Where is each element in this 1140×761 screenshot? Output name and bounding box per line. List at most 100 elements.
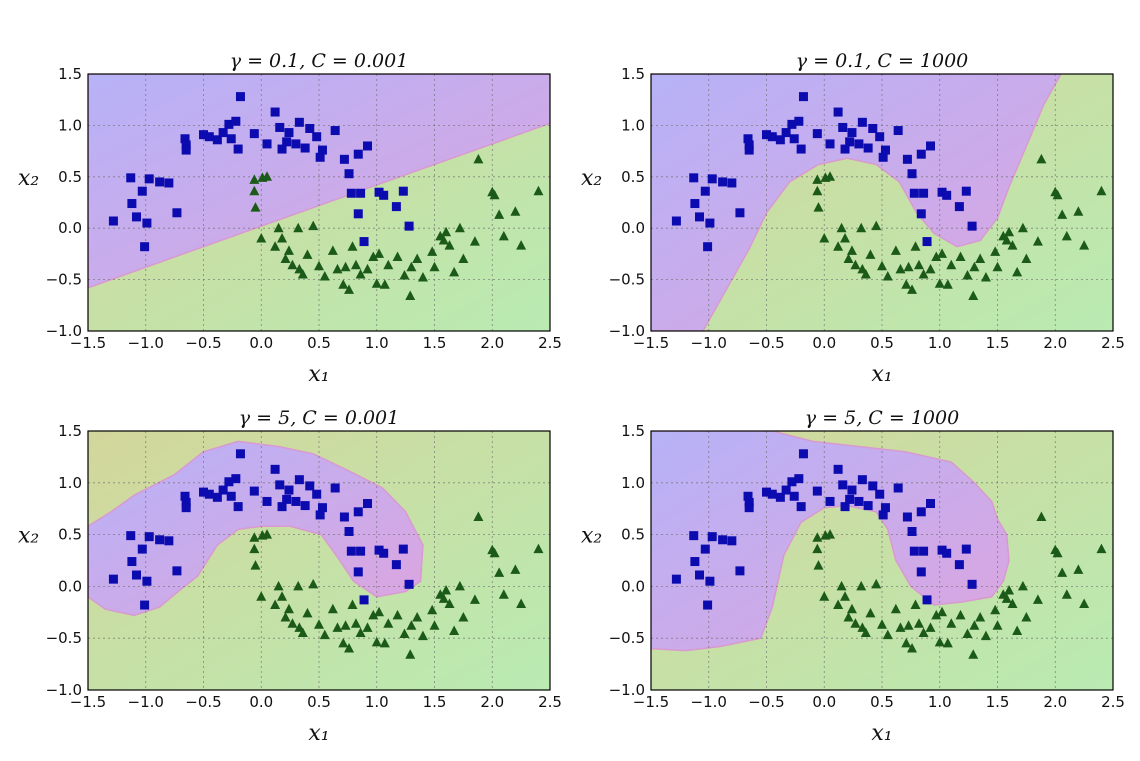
data-point-triangle	[270, 241, 281, 251]
data-point-square	[954, 202, 964, 212]
x-tick-label: 2.5	[538, 334, 562, 352]
x-tick-label: 2.5	[538, 693, 562, 711]
data-point-triangle	[379, 279, 390, 289]
data-point-triangle	[934, 278, 945, 288]
data-point-triangle	[340, 620, 351, 630]
data-point-square	[857, 475, 867, 485]
data-point-square	[794, 474, 804, 484]
data-point-triangle	[368, 251, 379, 261]
data-point-square	[142, 576, 152, 586]
chart-panel-3: −1.5 −1.0 −0.5 0.0 0.5 1.0 1.5 2.0 2.5−1.0−0.50.…	[18, 407, 562, 746]
plot-frame	[650, 430, 1114, 691]
data-point-triangle	[850, 259, 861, 270]
y-axis-label: x₂	[581, 166, 602, 191]
data-point-triangle	[533, 185, 544, 196]
data-point-triangle	[890, 245, 901, 255]
data-point-square	[291, 139, 301, 149]
data-point-triangle	[925, 263, 936, 274]
y-tick-label: −1.0	[609, 681, 645, 699]
data-point-square	[305, 481, 315, 491]
data-point-triangle	[1012, 266, 1023, 277]
data-point-triangle	[812, 543, 823, 554]
data-point-square	[144, 174, 154, 184]
data-point-triangle	[860, 268, 871, 279]
data-point-triangle	[405, 290, 416, 301]
y-tick-label: 1.0	[58, 474, 82, 492]
chart-title: γ = 5, C = 1000	[805, 407, 959, 429]
data-point-square	[863, 501, 873, 511]
data-point-square	[922, 237, 932, 247]
data-point-square	[690, 199, 700, 209]
data-point-triangle	[302, 249, 313, 259]
data-point-square	[847, 128, 857, 138]
data-point-square	[798, 92, 808, 102]
data-point-square	[878, 152, 888, 162]
data-point-triangle	[856, 580, 867, 591]
data-point-square	[880, 503, 890, 513]
data-point-square	[235, 449, 245, 459]
data-point-square	[875, 132, 885, 142]
data-point-triangle	[473, 511, 484, 521]
data-point-square	[249, 486, 259, 496]
data-point-triangle	[846, 603, 857, 614]
data-point-square	[132, 212, 142, 222]
x-axis-label: x₁	[871, 721, 892, 746]
y-tick-label: 0.5	[58, 168, 82, 186]
data-point-triangle	[918, 627, 929, 638]
y-tick-label: 0.0	[621, 219, 645, 237]
data-point-triangle	[392, 251, 403, 261]
data-point-triangle	[308, 220, 319, 231]
chart-panel-4: −1.5 −1.0 −0.5 0.0 0.5 1.0 1.5 2.0 2.5−1.0−0.50.…	[581, 407, 1125, 746]
data-point-square	[353, 507, 363, 517]
data-point-square	[796, 502, 806, 512]
data-point-triangle	[850, 618, 861, 628]
data-point-triangle	[812, 185, 823, 196]
data-point-square	[275, 480, 285, 490]
data-point-triangle	[429, 261, 440, 272]
data-point-square	[291, 496, 301, 506]
data-point-triangle	[937, 248, 948, 258]
data-point-square	[840, 144, 850, 154]
data-point-triangle	[458, 253, 469, 264]
data-point-square	[705, 576, 715, 586]
data-point-triangle	[903, 620, 914, 630]
data-point-triangle	[277, 591, 288, 601]
data-point-square	[233, 144, 243, 154]
data-point-triangle	[1079, 240, 1090, 250]
data-point-triangle	[865, 607, 876, 618]
data-point-square	[212, 492, 222, 502]
data-point-square	[312, 489, 322, 499]
data-point-square	[317, 145, 327, 155]
data-point-triangle	[865, 249, 876, 259]
data-point-triangle	[1057, 567, 1068, 577]
x-tick-label: −1.5	[633, 693, 669, 711]
data-point-triangle	[249, 174, 260, 184]
data-point-triangle	[412, 611, 423, 622]
data-point-triangle	[843, 253, 854, 264]
x-tick-label: 1.0	[928, 693, 952, 711]
y-tick-label: 0.0	[621, 577, 645, 595]
data-point-triangle	[293, 580, 304, 591]
data-point-square	[275, 122, 285, 132]
data-point-triangle	[813, 202, 824, 212]
data-point-triangle	[429, 620, 440, 630]
data-point-triangle	[297, 268, 308, 279]
data-point-triangle	[454, 580, 465, 591]
data-point-square	[126, 531, 136, 541]
data-point-triangle	[383, 618, 394, 628]
x-tick-label: 2.0	[480, 334, 504, 352]
data-point-square	[164, 536, 174, 546]
data-point-triangle	[441, 226, 452, 237]
x-tick-label: 0.0	[812, 334, 836, 352]
data-point-triangle	[1017, 580, 1028, 591]
data-point-triangle	[277, 232, 288, 243]
data-point-square	[330, 126, 340, 136]
data-point-square	[226, 134, 236, 144]
x-tick-label: −1.0	[128, 334, 164, 352]
data-point-triangle	[901, 279, 912, 289]
data-point-triangle	[406, 261, 417, 272]
data-point-triangle	[494, 209, 505, 219]
data-point-square	[857, 117, 867, 127]
x-tick-label: 1.5	[423, 334, 447, 352]
data-point-triangle	[441, 585, 452, 595]
